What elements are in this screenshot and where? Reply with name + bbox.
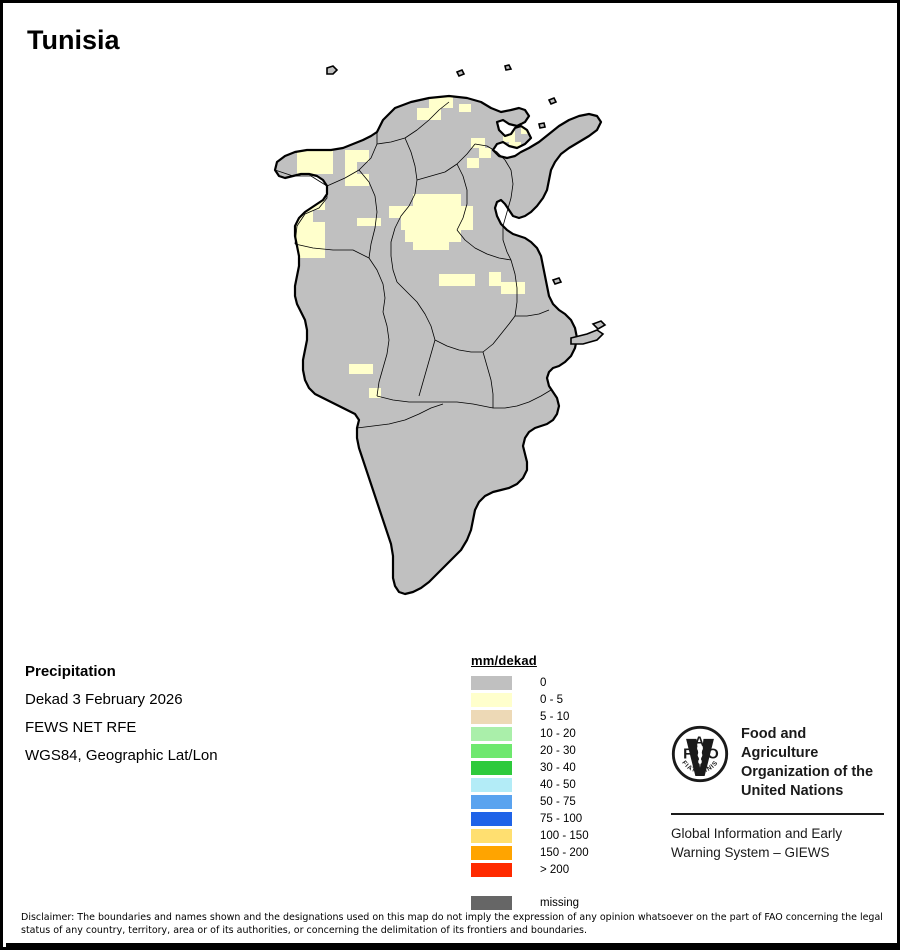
legend-label: 20 - 30 [540,744,576,757]
legend-label-missing: missing [540,896,579,909]
governorate-boundaries [274,101,552,429]
fao-name-line-3: United Nations [741,783,844,799]
svg-text:A: A [694,733,704,749]
legend-item: > 200 [471,861,641,878]
legend-item-missing: missing [471,894,641,911]
legend-label: 5 - 10 [540,710,570,723]
disclaimer-divider [6,943,897,947]
legend-label: > 200 [540,863,570,876]
legend-swatch [471,760,512,775]
svg-text:O: O [707,746,719,763]
fao-logo-icon: F A O FIAT PANIS [671,725,729,788]
legend-item: 100 - 150 [471,827,641,844]
legend-item: 10 - 20 [471,725,641,742]
fao-organization-name: Food and Agriculture Organization of the… [741,725,886,801]
svg-text:F: F [683,746,692,763]
legend-label: 50 - 75 [540,795,576,808]
legend-label: 30 - 40 [540,761,576,774]
giews-line-2: Warning System – GIEWS [671,845,830,860]
legend-item: 5 - 10 [471,708,641,725]
legend-item: 0 - 5 [471,691,641,708]
info-variable: Precipitation [25,663,116,680]
map-canvas[interactable] [253,58,673,618]
offshore-islands [326,64,607,345]
map-info-block: Precipitation Dekad 3 February 2026 FEWS… [25,658,355,770]
legend-label: 100 - 150 [540,829,589,842]
disclaimer-text: Disclaimer: The boundaries and names sho… [21,912,883,936]
legend-swatch [471,811,512,826]
legend-item: 30 - 40 [471,759,641,776]
country-landmass [275,96,601,594]
legend-item: 40 - 50 [471,776,641,793]
legend-label: 40 - 50 [540,778,576,791]
legend-swatch [471,726,512,741]
legend-swatch [471,743,512,758]
legend-title: mm/dekad [471,653,537,668]
info-source: FEWS NET RFE [25,719,137,736]
fao-name-line-2: Organization of the [741,764,874,780]
legend-label: 150 - 200 [540,846,589,859]
tunisia-precipitation-map[interactable] [253,58,673,618]
info-projection: WGS84, Geographic Lat/Lon [25,747,218,764]
giews-line-1: Global Information and Early [671,826,843,841]
national-boundary [273,94,603,596]
legend-label: 0 [540,676,547,689]
fao-name-line-1: Food and Agriculture [741,726,819,761]
legend-swatch [471,692,512,707]
legend-swatch [471,777,512,792]
map-legend: mm/dekad 0 0 - 5 5 - 10 10 - 20 20 - 30 … [471,653,641,911]
legend-swatch [471,845,512,860]
legend-item: 75 - 100 [471,810,641,827]
legend-swatch [471,709,512,724]
page-title: Tunisia [27,25,120,55]
legend-item: 150 - 200 [471,844,641,861]
legend-item: 50 - 75 [471,793,641,810]
legend-label: 0 - 5 [540,693,564,706]
legend-swatch [471,862,512,877]
legend-item: 0 [471,674,641,691]
legend-swatch [471,794,512,809]
legend-item: 20 - 30 [471,742,641,759]
legend-swatch [471,828,512,843]
fao-divider [671,813,884,815]
legend-swatch [471,675,512,690]
legend-swatch-missing [471,895,512,910]
info-period: Dekad 3 February 2026 [25,691,183,708]
giews-name: Global Information and Early Warning Sys… [671,824,886,862]
fao-branding: F A O FIAT PANIS [671,725,886,862]
legend-label: 75 - 100 [540,812,583,825]
legend-label: 10 - 20 [540,727,576,740]
